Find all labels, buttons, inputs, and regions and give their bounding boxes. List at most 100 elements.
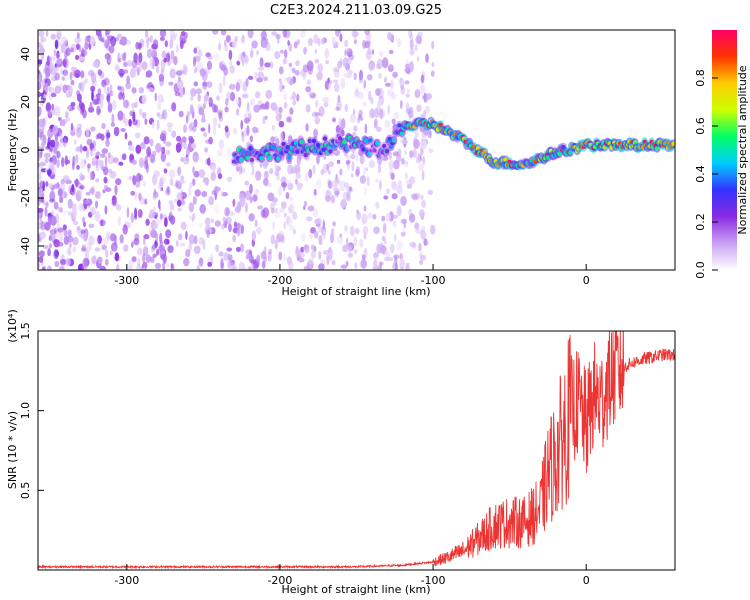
noise-blob <box>185 115 189 124</box>
noise-blob <box>401 157 405 165</box>
noise-blob <box>63 59 67 66</box>
noise-blob <box>152 194 157 201</box>
noise-blob <box>62 57 69 69</box>
x-tick-label: -300 <box>114 274 139 287</box>
noise-blob <box>390 79 394 90</box>
noise-blob <box>110 250 113 256</box>
noise-blob <box>415 35 422 45</box>
noise-blob <box>291 166 298 175</box>
noise-blob <box>96 105 101 116</box>
noise-blob <box>40 140 45 150</box>
noise-blob <box>250 259 256 265</box>
noise-blob <box>218 139 224 150</box>
noise-blob <box>405 264 410 270</box>
noise-blob <box>397 180 403 189</box>
noise-blob <box>75 178 79 188</box>
noise-blob <box>166 122 173 127</box>
noise-blob <box>213 125 217 136</box>
noise-blob <box>50 92 57 98</box>
noise-blob <box>274 239 278 250</box>
noise-blob <box>59 196 64 204</box>
noise-blob <box>206 229 210 238</box>
noise-blob <box>112 99 117 111</box>
noise-blob <box>399 257 405 268</box>
noise-blob <box>210 171 216 182</box>
noise-blob <box>300 30 306 38</box>
noise-blob <box>246 125 250 136</box>
noise-blob <box>228 223 232 232</box>
noise-blob <box>56 159 60 169</box>
noise-blob <box>400 218 407 224</box>
noise-blob <box>216 109 223 115</box>
colorbar-tick-label: 0.2 <box>694 213 707 231</box>
noise-blob <box>378 87 384 99</box>
noise-blob <box>424 105 431 113</box>
noise-blob <box>162 262 166 270</box>
noise-blob <box>229 65 235 74</box>
noise-blob <box>47 248 51 257</box>
noise-blob <box>126 75 130 84</box>
noise-blob <box>418 209 425 218</box>
noise-blob <box>344 103 348 113</box>
noise-blob <box>315 99 319 108</box>
noise-blob <box>285 192 290 200</box>
noise-blob <box>381 235 386 242</box>
noise-blob <box>368 60 376 71</box>
noise-blob <box>326 163 330 171</box>
noise-blob <box>49 243 52 249</box>
noise-blob <box>307 205 315 212</box>
noise-blob <box>295 60 300 66</box>
noise-blob <box>279 131 284 142</box>
noise-blob <box>70 79 75 86</box>
noise-blob <box>313 34 319 44</box>
noise-blob <box>38 150 41 162</box>
noise-blob <box>128 259 134 268</box>
noise-blob <box>420 230 426 240</box>
noise-blob <box>353 236 357 247</box>
noise-blob <box>419 84 426 95</box>
noise-blob <box>195 88 202 95</box>
noise-blob <box>75 146 81 153</box>
noise-blob <box>229 59 233 66</box>
noise-blob <box>97 235 102 244</box>
noise-blob <box>406 183 413 189</box>
noise-blob <box>167 186 170 196</box>
noise-blob <box>186 146 190 157</box>
noise-blob <box>228 83 236 90</box>
noise-blob <box>106 95 109 102</box>
noise-blob <box>352 108 356 115</box>
noise-blob <box>38 171 42 182</box>
noise-blob <box>260 103 268 110</box>
noise-blob <box>104 156 108 167</box>
noise-blob <box>165 162 171 167</box>
noise-blob <box>114 184 118 196</box>
noise-blob <box>159 177 164 187</box>
noise-blob <box>169 39 174 49</box>
noise-blob <box>204 217 211 226</box>
noise-blob <box>260 209 266 218</box>
noise-blob <box>204 147 209 153</box>
noise-blob <box>38 106 42 117</box>
noise-blob <box>122 99 129 109</box>
noise-blob <box>271 31 278 36</box>
noise-blob <box>241 93 249 99</box>
noise-blob <box>38 250 45 258</box>
noise-blob <box>275 112 282 122</box>
noise-blob <box>160 68 165 75</box>
noise-blob <box>419 259 424 265</box>
noise-blob <box>376 100 381 112</box>
noise-blob <box>247 265 251 270</box>
noise-blob <box>392 71 399 78</box>
signal-blob <box>322 136 328 141</box>
noise-blob <box>423 238 428 247</box>
noise-blob <box>317 37 321 47</box>
noise-blob <box>369 108 376 119</box>
noise-blob <box>222 216 227 222</box>
noise-blob <box>256 49 259 56</box>
noise-blob <box>55 213 60 223</box>
noise-blob <box>188 215 194 220</box>
noise-blob <box>122 113 126 124</box>
noise-blob <box>261 39 268 49</box>
noise-blob <box>52 229 59 239</box>
